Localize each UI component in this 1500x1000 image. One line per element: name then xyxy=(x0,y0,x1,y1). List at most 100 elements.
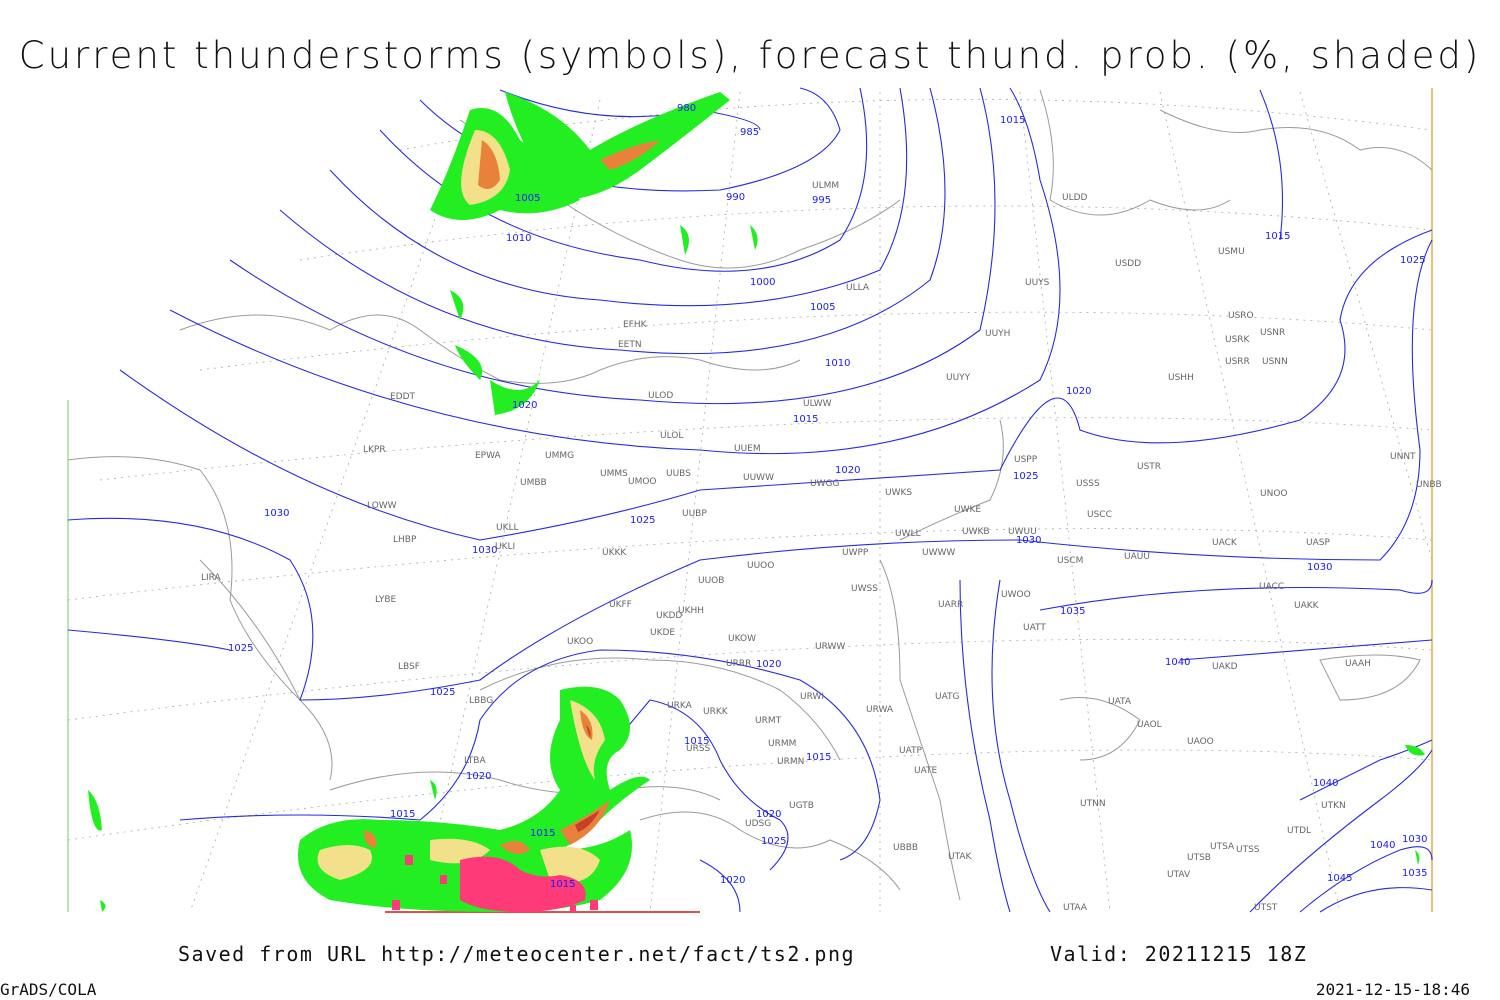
isobar-label: 1010 xyxy=(825,358,850,369)
grid-line xyxy=(99,417,1433,481)
isobar-label: 1035 xyxy=(1060,606,1085,617)
station-code: USDD xyxy=(1115,259,1141,269)
station-code: URKK xyxy=(703,707,729,717)
station-code: ULDD xyxy=(1062,193,1088,203)
isobar xyxy=(169,87,1061,455)
isobar-label: 1020 xyxy=(720,875,745,886)
station-code: UNNT xyxy=(1390,452,1416,462)
station-code: LIRA xyxy=(201,573,222,583)
coastline xyxy=(179,314,801,384)
shade-high xyxy=(478,140,500,189)
isobar-label: 1035 xyxy=(1402,868,1427,879)
isobar-label: 995 xyxy=(812,195,831,206)
station-code: ULLA xyxy=(846,283,870,293)
coastline xyxy=(899,419,1004,541)
isobar xyxy=(991,579,1051,913)
station-code: UASP xyxy=(1306,538,1330,548)
station-code: EETN xyxy=(618,340,642,350)
station-code: UATG xyxy=(935,692,960,702)
coastline xyxy=(479,657,841,761)
isobar-label: 1015 xyxy=(793,414,818,425)
coastline xyxy=(1319,654,1421,701)
station-code: LYBE xyxy=(375,595,396,605)
station-code: UKHH xyxy=(678,606,704,616)
isobar-label: 1015 xyxy=(390,809,415,820)
station-code: UWPP xyxy=(842,548,869,558)
isobar xyxy=(119,229,1433,541)
station-code: UTKN xyxy=(1321,801,1346,811)
coastlines xyxy=(67,89,1433,901)
station-code: ULMM xyxy=(812,181,839,191)
station-code: EFHK xyxy=(623,320,648,330)
isobar-label: 1025 xyxy=(228,643,253,654)
station-code: UAAH xyxy=(1345,659,1371,669)
grid-line xyxy=(199,311,1433,371)
isobar-label: 1020 xyxy=(1066,386,1091,397)
station-code: UNOO xyxy=(1260,489,1288,499)
station-code: UMBB xyxy=(520,478,547,488)
station-code: UAKK xyxy=(1294,601,1320,611)
station-code: URKA xyxy=(667,701,693,711)
isobar-label: 1025 xyxy=(1013,471,1038,482)
station-code: URMN xyxy=(777,757,804,767)
station-code: UNBB xyxy=(1416,480,1442,490)
station-code: USNN xyxy=(1262,357,1288,367)
station-code: UBBB xyxy=(893,843,918,853)
station-code: UKDD xyxy=(656,611,682,621)
station-code: UTSA xyxy=(1210,842,1235,852)
isobar-label: 1020 xyxy=(512,400,537,411)
isobar-label: 1020 xyxy=(466,771,491,782)
shade-high xyxy=(600,140,660,170)
isobar-label: 1010 xyxy=(506,233,531,244)
isobar-label: 980 xyxy=(677,103,696,114)
station-code: UKLL xyxy=(496,523,519,533)
station-code: UKKK xyxy=(602,548,627,558)
coastline xyxy=(639,811,901,891)
station-code: UUOO xyxy=(747,561,774,571)
isobar-label: 1005 xyxy=(810,302,835,313)
isobar-label: 1015 xyxy=(530,828,555,839)
station-code: UWKB xyxy=(962,527,990,537)
station-code: USNR xyxy=(1260,328,1285,338)
station-code: UGTB xyxy=(789,801,814,811)
station-code: UTAK xyxy=(948,852,973,862)
station-code: LHBP xyxy=(393,535,417,545)
station-code: UTAA xyxy=(1063,903,1088,913)
station-code: USPP xyxy=(1014,455,1038,465)
station-code: USRR xyxy=(1225,357,1250,367)
isobar-label: 1020 xyxy=(756,809,781,820)
isobar-label: 985 xyxy=(740,127,759,138)
station-code: UTSS xyxy=(1236,845,1260,855)
station-code: UUBP xyxy=(682,509,707,519)
isobar xyxy=(279,87,946,355)
coastline xyxy=(1059,697,1141,761)
station-code: USSS xyxy=(1076,479,1100,489)
coastline xyxy=(67,456,333,781)
isobar xyxy=(329,87,908,307)
station-code: URRR xyxy=(726,659,751,669)
station-code: UUYS xyxy=(1025,278,1050,288)
coastline xyxy=(329,771,721,801)
isobar xyxy=(1259,89,1284,241)
station-code: UKOW xyxy=(728,634,756,644)
isobar-label: 1015 xyxy=(1000,115,1025,126)
station-code: UTAV xyxy=(1167,870,1191,880)
station-code: UWOO xyxy=(1001,590,1031,600)
station-code: URSS xyxy=(686,744,711,754)
isobar-label: 1015 xyxy=(806,752,831,763)
station-code: ULWW xyxy=(803,399,832,409)
station-code: LBSF xyxy=(398,662,420,672)
map-frame xyxy=(68,88,1432,912)
isobar xyxy=(1039,579,1433,611)
shade-low xyxy=(505,92,730,200)
station-code: USRK xyxy=(1225,335,1251,345)
station-code: UMOO xyxy=(628,477,657,487)
storm-symbol xyxy=(392,855,598,912)
station-code: UUYH xyxy=(985,329,1010,339)
isobar xyxy=(67,629,231,651)
station-code: ULOD xyxy=(648,391,673,401)
station-code: UKFF xyxy=(609,600,632,610)
station-code: LBBG xyxy=(469,696,493,706)
station-code: UATA xyxy=(1108,697,1132,707)
